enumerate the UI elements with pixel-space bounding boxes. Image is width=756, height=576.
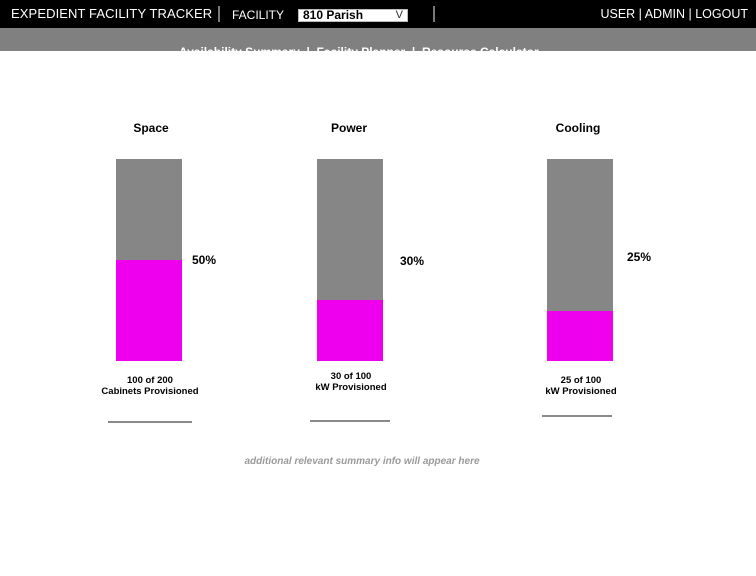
caption-line: 25 of 100 xyxy=(560,375,602,386)
logout-link[interactable]: LOGOUT xyxy=(695,7,748,21)
tab-availability-summary[interactable]: Availability Summary xyxy=(178,45,300,59)
facility-select[interactable]: 810 Parish V xyxy=(298,9,408,22)
caption-line: Cabinets Provisioned xyxy=(101,386,199,397)
caption-line: 30 of 100 xyxy=(330,371,372,382)
nav-separator: | xyxy=(685,7,696,21)
facility-selected-value: 810 Parish xyxy=(303,8,364,22)
provisioned-fill xyxy=(317,300,383,361)
divider xyxy=(433,6,435,22)
metric-title: Space xyxy=(133,121,169,135)
divider xyxy=(310,420,390,422)
tab-facility-planner[interactable]: Facility Planner xyxy=(316,45,406,59)
percent-label: 30% xyxy=(400,254,425,268)
metric-caption: 25 of 100 kW Provisioned xyxy=(511,375,651,397)
divider xyxy=(218,6,220,22)
user-nav: USER | ADMIN | LOGOUT xyxy=(600,7,748,21)
percent-label: 25% xyxy=(627,250,652,264)
facility-label: FACILITY xyxy=(232,8,285,22)
summary-footnote: additional relevant summary info will ap… xyxy=(244,456,480,467)
app-title: EXPEDIENT FACILITY TRACKER xyxy=(11,6,213,21)
divider xyxy=(542,415,612,417)
caption-line: kW Provisioned xyxy=(315,382,387,393)
provisioned-fill xyxy=(116,260,182,361)
chevron-down-icon: V xyxy=(395,9,403,21)
metric-caption: 30 of 100 kW Provisioned xyxy=(281,371,421,393)
subnav-separator: | xyxy=(405,45,422,59)
metric-title: Cooling xyxy=(555,121,601,135)
metric-caption: 100 of 200 Cabinets Provisioned xyxy=(80,375,220,397)
sub-nav: Availability Summary | Facility Planner … xyxy=(0,28,756,59)
top-bar: EXPEDIENT FACILITY TRACKER FACILITY 810 … xyxy=(0,0,756,28)
provisioned-fill xyxy=(547,310,613,361)
capacity-bar xyxy=(317,159,383,361)
capacity-bar xyxy=(547,159,613,361)
user-link[interactable]: USER xyxy=(600,7,636,21)
tab-resource-calculator[interactable]: Resource Calculator xyxy=(421,45,539,59)
metric-title: Power xyxy=(330,121,367,135)
caption-line: kW Provisioned xyxy=(545,386,617,397)
subnav-separator: | xyxy=(299,45,317,59)
capacity-bar xyxy=(116,159,182,361)
divider xyxy=(108,421,192,423)
nav-separator: | xyxy=(635,7,645,21)
percent-label: 50% xyxy=(192,253,217,267)
caption-line: 100 of 200 xyxy=(127,375,173,386)
admin-link[interactable]: ADMIN xyxy=(644,7,685,21)
